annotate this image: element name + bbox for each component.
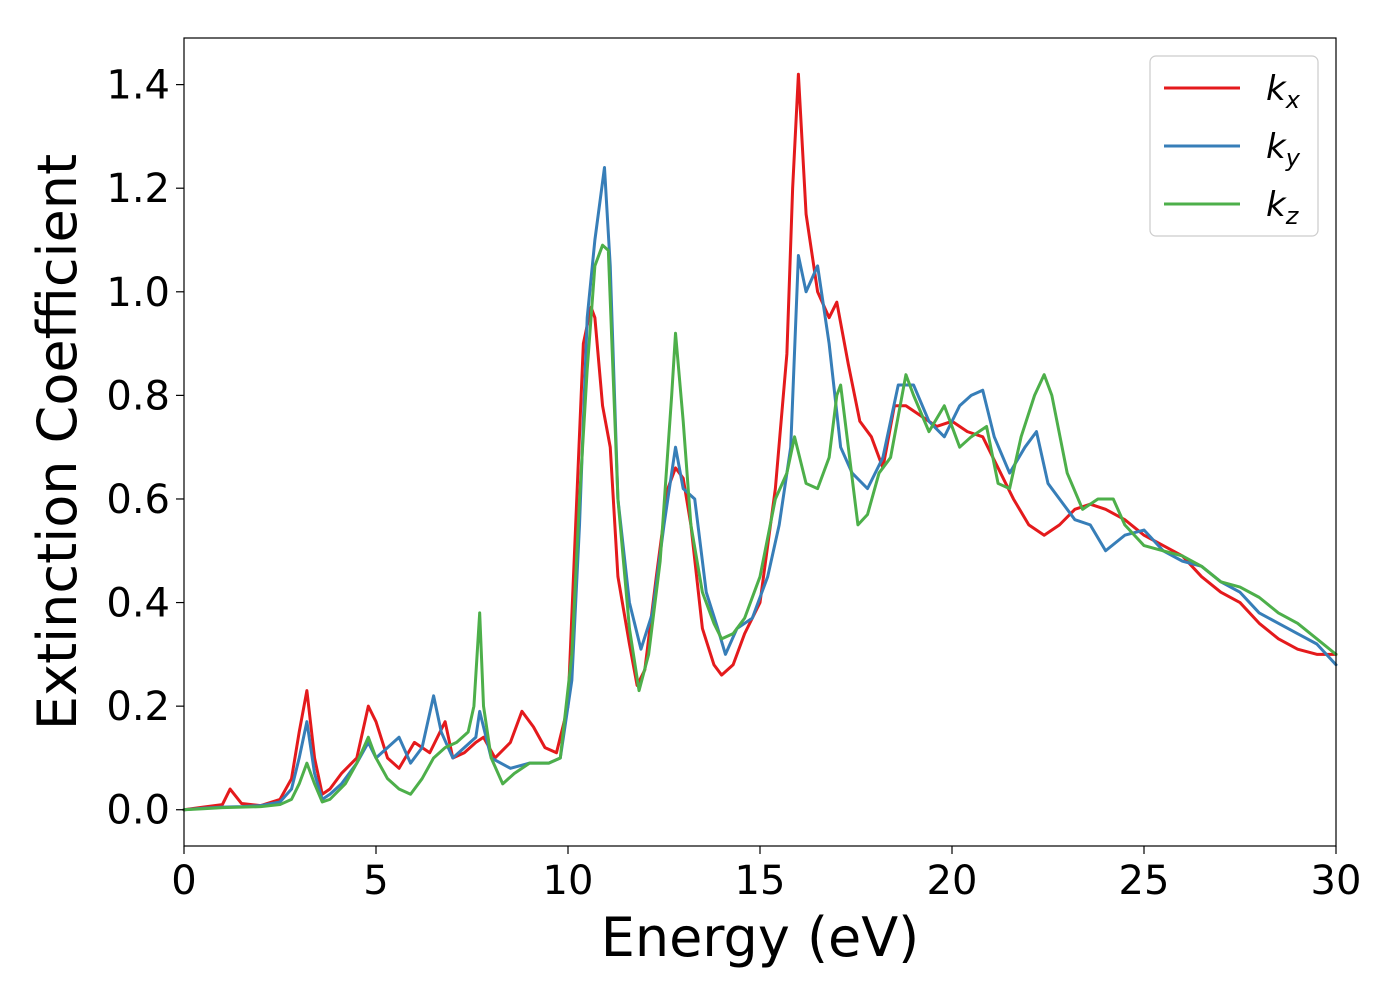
legend-label-subscript: x — [1285, 86, 1301, 114]
x-axis-ticks: 0 5 10 15 20 25 30 — [171, 846, 1361, 904]
legend-label-subscript: z — [1285, 202, 1300, 230]
y-tick-label: 0.4 — [106, 581, 170, 627]
series-layer — [182, 72, 1338, 812]
y-tick-label: 1.2 — [106, 166, 170, 212]
legend-label-ky: ky — [1266, 127, 1301, 172]
y-tick-label: 1.4 — [106, 63, 170, 109]
series-line-ky — [182, 165, 1338, 812]
legend-label-main: k — [1266, 69, 1287, 109]
x-tick-label: 0 — [171, 858, 196, 904]
y-axis-title: Extinction Coefficient — [26, 154, 89, 730]
x-axis-title: Energy (eV) — [601, 906, 920, 969]
x-tick-label: 25 — [1119, 858, 1170, 904]
series-line-kx — [182, 72, 1338, 812]
series-line-kz — [182, 243, 1338, 812]
legend-label-main: k — [1266, 127, 1287, 167]
y-axis-ticks: 0.0 0.2 0.4 0.6 0.8 1.0 1.2 1.4 — [106, 63, 184, 834]
y-tick-label: 0.6 — [106, 477, 170, 523]
x-tick-label: 5 — [363, 858, 388, 904]
legend-label-subscript: y — [1285, 144, 1301, 172]
x-tick-label: 30 — [1311, 858, 1362, 904]
y-tick-label: 0.8 — [106, 373, 170, 419]
legend-label-kz: kz — [1266, 185, 1300, 230]
legend-label-kx: kx — [1266, 69, 1301, 114]
y-tick-label: 0.2 — [106, 684, 170, 730]
x-tick-label: 10 — [543, 858, 594, 904]
legend-label-main: k — [1266, 185, 1287, 225]
x-tick-label: 15 — [735, 858, 786, 904]
y-tick-label: 0.0 — [106, 788, 170, 834]
x-tick-label: 20 — [927, 858, 978, 904]
y-tick-label: 1.0 — [106, 270, 170, 316]
